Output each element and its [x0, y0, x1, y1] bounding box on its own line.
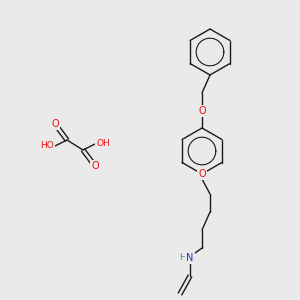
- Text: N: N: [186, 253, 194, 263]
- Text: O: O: [91, 161, 99, 171]
- Text: HO: HO: [40, 142, 54, 151]
- Text: O: O: [198, 169, 206, 179]
- Text: OH: OH: [96, 140, 110, 148]
- Text: O: O: [51, 119, 59, 129]
- Text: H: H: [180, 253, 186, 262]
- Text: O: O: [198, 106, 206, 116]
